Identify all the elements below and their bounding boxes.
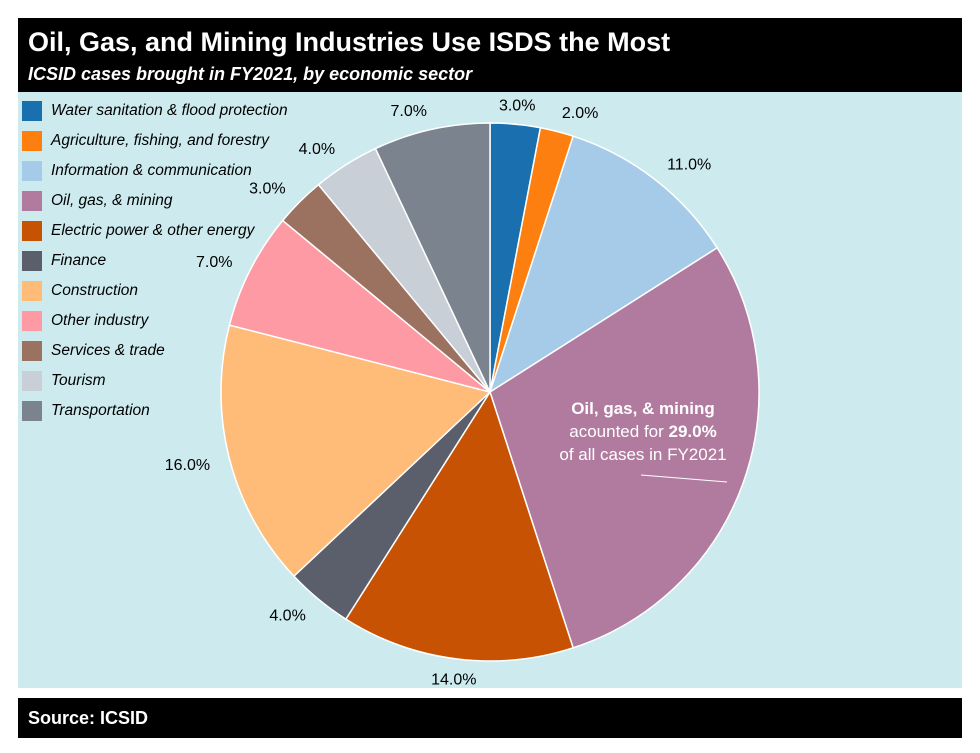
legend-item-services-trade: Services & trade bbox=[22, 336, 288, 366]
value-label-construction: 16.0% bbox=[165, 457, 210, 474]
value-label-other-industry: 7.0% bbox=[196, 254, 232, 271]
pie-value-labels: 3.0% 2.0% 11.0% 14.0% 4.0% 16.0% 7.0% 3.0% 4.0% 7… bbox=[165, 97, 712, 688]
value-label-agriculture-fishing-and-forestry: 2.0% bbox=[562, 105, 598, 122]
pie-slice-information-communication bbox=[488, 135, 719, 394]
legend-item-water-sanitation-flood-protection: Water sanitation & flood protection bbox=[22, 96, 288, 126]
chart-annotation: Oil, gas, & mining acounted for 29.0% of a… bbox=[559, 399, 728, 483]
pie-slice-transportation bbox=[374, 122, 491, 393]
annotation-line-2-prefix: acounted for bbox=[569, 422, 668, 441]
chart-footer: Source: ICSID bbox=[18, 698, 962, 738]
annotation-line-2: acounted for 29.0% bbox=[569, 422, 716, 441]
legend-label: Services & trade bbox=[51, 342, 165, 359]
legend-swatch bbox=[22, 401, 42, 421]
chart-header: Oil, Gas, and Mining Industries Use ISDS… bbox=[18, 18, 962, 92]
value-label-transportation: 7.0% bbox=[391, 103, 427, 120]
value-label-finance: 4.0% bbox=[269, 608, 305, 625]
legend-label: Construction bbox=[51, 282, 139, 299]
value-label-information-communication: 11.0% bbox=[667, 157, 711, 174]
legend-label: Water sanitation & flood protection bbox=[51, 102, 288, 119]
source-note: Source: ICSID bbox=[28, 708, 149, 728]
legend-item-transportation: Transportation bbox=[22, 396, 288, 426]
legend-item-agriculture-fishing-and-forestry: Agriculture, fishing, and forestry bbox=[22, 126, 288, 156]
legend-swatch bbox=[22, 221, 42, 241]
legend-label: Electric power & other energy bbox=[51, 222, 255, 239]
legend-swatch bbox=[22, 341, 42, 361]
legend-label: Other industry bbox=[51, 312, 149, 329]
legend-swatch bbox=[22, 131, 42, 151]
legend-swatch bbox=[22, 281, 42, 301]
legend-item-finance: Finance bbox=[22, 246, 288, 276]
legend-label: Agriculture, fishing, and forestry bbox=[51, 132, 269, 149]
legend-swatch bbox=[22, 311, 42, 331]
pie-slice-electric-power-other-energy bbox=[344, 390, 575, 662]
chart-subtitle: ICSID cases brought in FY2021, by econom… bbox=[28, 64, 473, 84]
value-label-tourism: 4.0% bbox=[299, 141, 335, 158]
value-label-electric-power-other-energy: 14.0% bbox=[431, 672, 476, 689]
value-label-services-trade: 3.0% bbox=[249, 181, 285, 198]
chart-title: Oil, Gas, and Mining Industries Use ISDS… bbox=[28, 27, 671, 57]
legend-swatch bbox=[22, 161, 42, 181]
annotation-line-2-value: 29.0% bbox=[669, 422, 717, 441]
legend-label: Finance bbox=[51, 252, 107, 269]
annotation-line-3: of all cases in FY2021 bbox=[559, 445, 726, 464]
legend-label: Oil, gas, & mining bbox=[51, 192, 173, 209]
annotation-line-1: Oil, gas, & mining bbox=[571, 399, 715, 418]
legend-item-tourism: Tourism bbox=[22, 366, 288, 396]
legend-item-information-communication: Information & communication bbox=[22, 156, 288, 186]
pie-slice-construction bbox=[220, 324, 492, 578]
legend-label: Transportation bbox=[51, 402, 150, 419]
legend-item-construction: Construction bbox=[22, 276, 288, 306]
pie-slice-other-industry bbox=[228, 219, 491, 393]
value-label-water-sanitation-flood-protection: 3.0% bbox=[499, 97, 535, 114]
pie-slice-oil-gas-mining bbox=[489, 246, 760, 649]
chart-legend: Water sanitation & flood protection Agric… bbox=[22, 96, 288, 426]
legend-item-oil-gas-mining: Oil, gas, & mining bbox=[22, 186, 288, 216]
legend-label: Information & communication bbox=[51, 162, 252, 179]
legend-item-other-industry: Other industry bbox=[22, 306, 288, 336]
legend-swatch bbox=[22, 101, 42, 121]
annotation-underline bbox=[640, 474, 728, 483]
legend-swatch bbox=[22, 191, 42, 211]
legend-item-electric-power-other-energy: Electric power & other energy bbox=[22, 216, 288, 246]
legend-label: Tourism bbox=[51, 372, 106, 389]
legend-swatch bbox=[22, 251, 42, 271]
legend-swatch bbox=[22, 371, 42, 391]
pie-slices bbox=[220, 122, 760, 662]
